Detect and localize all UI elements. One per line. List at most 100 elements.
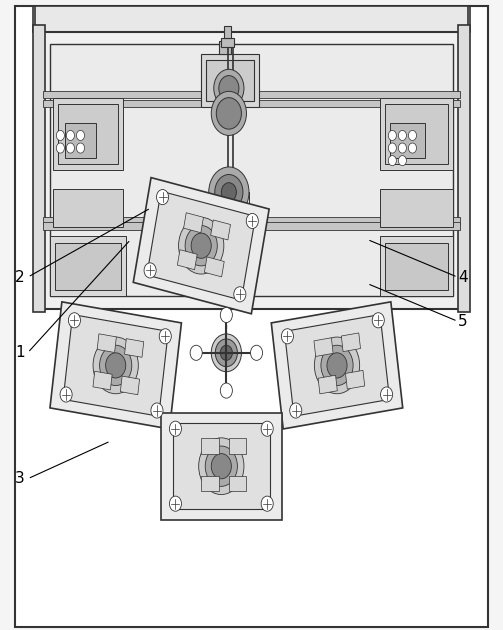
Bar [224, 26, 231, 38]
Circle shape [246, 214, 259, 229]
Circle shape [314, 337, 360, 394]
Circle shape [224, 82, 234, 94]
Circle shape [66, 130, 74, 140]
Circle shape [93, 337, 138, 394]
Bar [50, 44, 453, 296]
Bar [385, 104, 448, 164]
Bar [221, 217, 231, 230]
Polygon shape [318, 375, 338, 394]
Circle shape [151, 403, 163, 418]
Circle shape [144, 263, 156, 278]
Polygon shape [342, 333, 361, 352]
Polygon shape [63, 314, 169, 416]
Circle shape [106, 353, 126, 378]
Bar [221, 38, 234, 47]
Circle shape [185, 226, 217, 266]
Circle shape [215, 175, 243, 210]
Polygon shape [125, 339, 144, 357]
Circle shape [220, 383, 232, 398]
Bar [33, 6, 470, 32]
Bar [380, 236, 453, 296]
Polygon shape [229, 476, 246, 491]
Circle shape [388, 130, 396, 140]
Bar [219, 208, 234, 217]
Circle shape [216, 98, 241, 129]
Bar [206, 60, 254, 101]
Circle shape [68, 312, 80, 328]
Circle shape [156, 190, 169, 205]
Circle shape [219, 76, 239, 101]
Circle shape [281, 329, 293, 344]
Circle shape [388, 156, 396, 166]
Circle shape [66, 143, 74, 153]
Circle shape [214, 69, 244, 107]
Circle shape [211, 91, 246, 135]
Polygon shape [204, 257, 224, 277]
Bar [58, 104, 118, 164]
Bar [43, 91, 460, 98]
Polygon shape [93, 371, 112, 390]
Circle shape [327, 353, 347, 378]
Bar [50, 236, 126, 296]
Bar [43, 32, 460, 309]
Circle shape [170, 496, 182, 512]
Circle shape [199, 438, 244, 495]
Circle shape [398, 130, 406, 140]
Polygon shape [211, 220, 230, 240]
Circle shape [56, 130, 64, 140]
Circle shape [398, 156, 406, 166]
Circle shape [60, 387, 72, 402]
Circle shape [290, 403, 302, 418]
Circle shape [179, 217, 224, 274]
Text: 3: 3 [15, 471, 25, 486]
Circle shape [170, 421, 182, 436]
Bar [380, 98, 453, 170]
Bar [385, 243, 448, 290]
Polygon shape [50, 302, 182, 429]
Polygon shape [284, 314, 390, 416]
Bar [222, 230, 230, 243]
Circle shape [381, 387, 393, 402]
Bar [43, 217, 460, 224]
Polygon shape [229, 438, 246, 454]
Circle shape [250, 345, 263, 360]
Circle shape [372, 312, 384, 328]
Circle shape [191, 233, 211, 258]
Circle shape [76, 143, 85, 153]
Polygon shape [147, 192, 256, 300]
Polygon shape [133, 178, 269, 314]
Circle shape [261, 421, 273, 436]
Circle shape [159, 329, 172, 344]
Bar [55, 243, 121, 290]
Circle shape [100, 345, 132, 386]
Circle shape [220, 345, 232, 360]
Circle shape [209, 167, 249, 217]
Circle shape [190, 345, 202, 360]
Bar [43, 100, 460, 107]
Circle shape [398, 143, 406, 153]
Circle shape [205, 446, 237, 486]
Bar [43, 222, 460, 230]
Polygon shape [173, 423, 270, 509]
Bar [65, 123, 96, 158]
Bar [53, 189, 123, 227]
Bar [380, 189, 453, 227]
Polygon shape [178, 249, 197, 270]
Circle shape [215, 339, 237, 367]
Polygon shape [201, 438, 219, 454]
Polygon shape [120, 376, 139, 395]
Polygon shape [314, 338, 333, 357]
Circle shape [56, 143, 64, 153]
Circle shape [408, 130, 416, 140]
Text: 5: 5 [458, 314, 468, 329]
Bar [458, 25, 470, 312]
Circle shape [234, 287, 246, 302]
Circle shape [220, 307, 232, 323]
Circle shape [408, 143, 416, 153]
Circle shape [211, 334, 241, 372]
Polygon shape [161, 413, 282, 520]
Text: 1: 1 [15, 345, 25, 360]
Circle shape [261, 496, 273, 512]
Circle shape [224, 94, 234, 107]
Circle shape [321, 345, 353, 386]
